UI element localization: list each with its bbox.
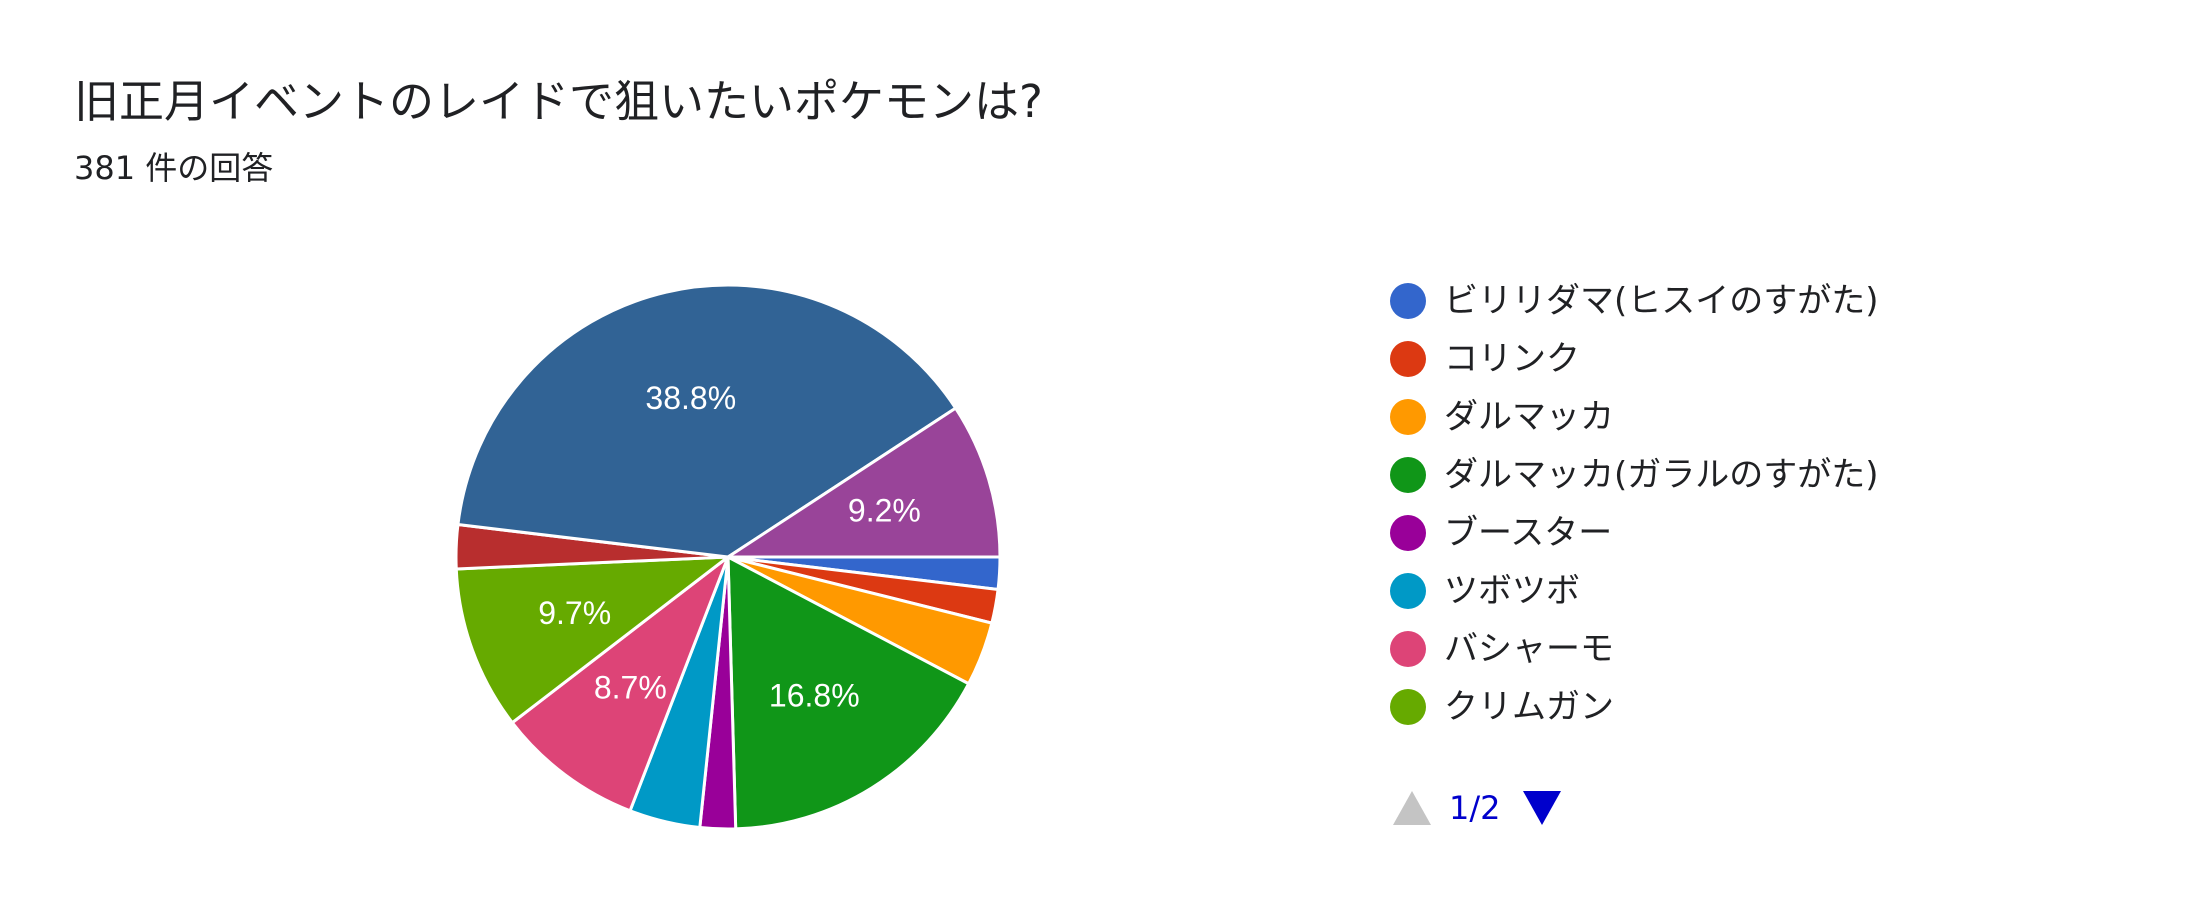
pie-slice-label: 9.2% xyxy=(848,492,921,528)
legend-label: コリンク xyxy=(1444,339,1580,379)
pie-slice[interactable] xyxy=(726,406,1002,559)
legend-label: バシャーモ xyxy=(1444,629,1614,669)
legend: ビリリダマ(ヒスイのすがた) コリンクダルマッカダルマッカ(ガラルのすがた) ブース… xyxy=(1390,272,1879,736)
legend-swatch xyxy=(1390,457,1426,493)
legend-label: ツボツボ xyxy=(1444,571,1580,611)
triangle-down-icon[interactable] xyxy=(1522,791,1561,825)
legend-swatch xyxy=(1390,515,1426,551)
pie-slice-label: 8.7% xyxy=(594,670,667,706)
pie-slice[interactable] xyxy=(510,555,730,813)
legend-label: ダルマッカ(ガラルのすがた) xyxy=(1444,455,1879,495)
pager-page-indicator: 1/2 xyxy=(1449,789,1501,827)
legend-swatch xyxy=(1390,689,1426,725)
chart-title: 旧正月イベントのレイドで狙いたいポケモンは? xyxy=(74,75,1043,128)
response-count: 381 件の回答 xyxy=(74,149,274,187)
pie-slice-label: 16.8% xyxy=(769,678,860,714)
pie-slice-labels: 16.8% 8.7% 9.7% 38.8% 9.2% xyxy=(538,380,921,713)
pie-slice[interactable] xyxy=(454,555,730,725)
legend-label: ダルマッカ xyxy=(1444,397,1614,437)
legend-label: ブースター xyxy=(1444,513,1613,553)
legend-swatch xyxy=(1390,283,1426,319)
legend-item: ダルマッカ(ガラルのすがた) xyxy=(1390,446,1879,504)
legend-swatch xyxy=(1390,399,1426,435)
legend-item: ブースター xyxy=(1390,504,1879,562)
pie-slices xyxy=(454,283,1002,831)
pie-slice[interactable] xyxy=(726,555,971,831)
legend-label: クリムガン xyxy=(1444,687,1614,727)
triangle-up-icon[interactable] xyxy=(1393,791,1431,825)
legend-pager: 1/2 xyxy=(1393,786,1561,830)
legend-item: バシャーモ xyxy=(1390,620,1879,678)
legend-item: ダルマッカ xyxy=(1390,388,1879,446)
pie-slice-label: 9.7% xyxy=(538,595,611,631)
legend-item: ビリリダマ(ヒスイのすがた) xyxy=(1390,272,1879,330)
legend-swatch xyxy=(1390,631,1426,667)
legend-label: ビリリダマ(ヒスイのすがた) xyxy=(1444,281,1879,321)
legend-swatch xyxy=(1390,573,1426,609)
pie-slice-label: 38.8% xyxy=(645,380,736,416)
legend-item: ツボツボ xyxy=(1390,562,1879,620)
legend-item: クリムガン xyxy=(1390,678,1879,736)
legend-item: コリンク xyxy=(1390,330,1879,388)
legend-swatch xyxy=(1390,341,1426,377)
